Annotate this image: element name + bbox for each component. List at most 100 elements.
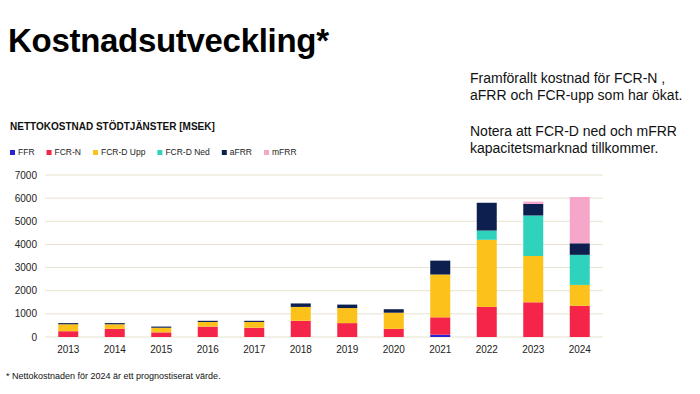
bar-segment [244, 321, 264, 322]
y-tick-label: 3000 [15, 262, 38, 273]
y-tick-label: 0 [31, 332, 37, 343]
bar-segment [244, 322, 264, 328]
bar-segment [244, 320, 264, 321]
bar-segment [198, 321, 218, 322]
bar-segment [291, 303, 311, 304]
legend-label: aFRR [230, 147, 252, 157]
bar-segment [337, 308, 357, 323]
y-tick-label: 6000 [15, 193, 38, 204]
bar-segment [337, 305, 357, 308]
x-tick-label: 2017 [243, 344, 266, 355]
bar-segment [105, 324, 125, 329]
bar-segment [570, 285, 590, 306]
bar-segment [523, 216, 543, 257]
bar-segment [105, 323, 125, 324]
bar-segment [430, 335, 450, 337]
bar-segment [570, 306, 590, 337]
bar-segment [58, 323, 78, 324]
bar-segment [291, 303, 311, 306]
bar-segment [384, 309, 404, 312]
bar-segment [291, 307, 311, 321]
grid-line [45, 313, 603, 314]
legend-label: FCR-D Upp [101, 147, 146, 157]
x-tick-label: 2018 [290, 344, 313, 355]
grid-line [45, 267, 603, 268]
grid [45, 175, 603, 337]
legend-swatch [264, 150, 269, 155]
bar-segment [58, 323, 78, 324]
bar-segment [430, 260, 450, 261]
bar-segment [291, 321, 311, 337]
x-tick-label: 2013 [57, 344, 80, 355]
y-tick-label: 5000 [15, 216, 38, 227]
bar-segment [384, 313, 404, 329]
bar-segment [151, 332, 171, 337]
bar-segment [151, 327, 171, 328]
bar-segment [570, 255, 590, 285]
bar-segment [337, 323, 357, 337]
bars [58, 197, 590, 337]
bar-segment [58, 324, 78, 331]
bar-segment [198, 321, 218, 322]
annotation: Framförallt kostnad för FCR-N , aFRR och… [470, 70, 696, 104]
bar-segment [151, 326, 171, 327]
bar-segment [151, 328, 171, 333]
annotation: Notera att FCR-D ned och mFRR kapacitets… [470, 123, 696, 157]
legend-swatch [10, 150, 15, 155]
bar-segment [151, 327, 171, 328]
bar-segment [198, 320, 218, 321]
grid-line [45, 221, 603, 222]
grid-line [45, 337, 603, 338]
chart-root: NETTOKOSTNAD STÖDTJÄNSTER [MSEK] FFR FCR-N… [0, 0, 700, 394]
x-tick-label: 2014 [104, 344, 127, 355]
chart-subtitle: NETTOKOSTNAD STÖDTJÄNSTER [MSEK] [10, 120, 215, 132]
bar-segment [58, 324, 78, 325]
grid-line [45, 198, 603, 199]
bar-segment [430, 275, 450, 318]
legend-swatch [222, 150, 227, 155]
bar-segment [523, 204, 543, 216]
heading: Kostnadsutveckling* [8, 22, 329, 60]
bar-segment [198, 327, 218, 337]
y-tick-label: 4000 [15, 239, 38, 250]
y-tick-label: 1000 [15, 308, 38, 319]
bar-segment [570, 243, 590, 255]
bar-segment [477, 307, 497, 337]
y-tick-label: 7000 [15, 170, 38, 181]
x-tick-label: 2023 [522, 344, 545, 355]
bar-segment [337, 304, 357, 305]
bar-segment [430, 317, 450, 334]
grid-line [45, 175, 603, 176]
bar-segment [523, 256, 543, 302]
legend-swatch [157, 150, 162, 155]
x-tick-label: 2019 [336, 344, 359, 355]
legend-swatch [47, 150, 52, 155]
bar-segment [477, 202, 497, 203]
grid-line [45, 244, 603, 245]
x-tick-label: 2016 [197, 344, 220, 355]
bar-segment [523, 302, 543, 337]
x-tick-label: 2022 [476, 344, 499, 355]
footnote: * Nettokostnaden för 2024 är ett prognos… [6, 371, 221, 381]
x-tick-label: 2021 [429, 344, 452, 355]
bar-segment [430, 261, 450, 275]
grid-line [45, 290, 603, 291]
bar-segment [198, 322, 218, 327]
legend-label: FCR-N [55, 147, 81, 157]
bar-segment [384, 329, 404, 337]
y-tick-label: 2000 [15, 285, 38, 296]
legend-label: FFR [18, 147, 35, 157]
legend-swatch [93, 150, 98, 155]
bar-segment [523, 202, 543, 204]
bar-segment [570, 197, 590, 243]
x-tick-label: 2015 [150, 344, 173, 355]
bar-segment [105, 329, 125, 337]
bar-segment [384, 309, 404, 310]
bar-segment [105, 324, 125, 325]
bar-segment [244, 328, 264, 337]
bar-segment [477, 240, 497, 307]
bar-segment [477, 203, 497, 231]
legend-label: mFRR [272, 147, 297, 157]
bar-segment [58, 331, 78, 337]
x-tick-label: 2020 [383, 344, 406, 355]
